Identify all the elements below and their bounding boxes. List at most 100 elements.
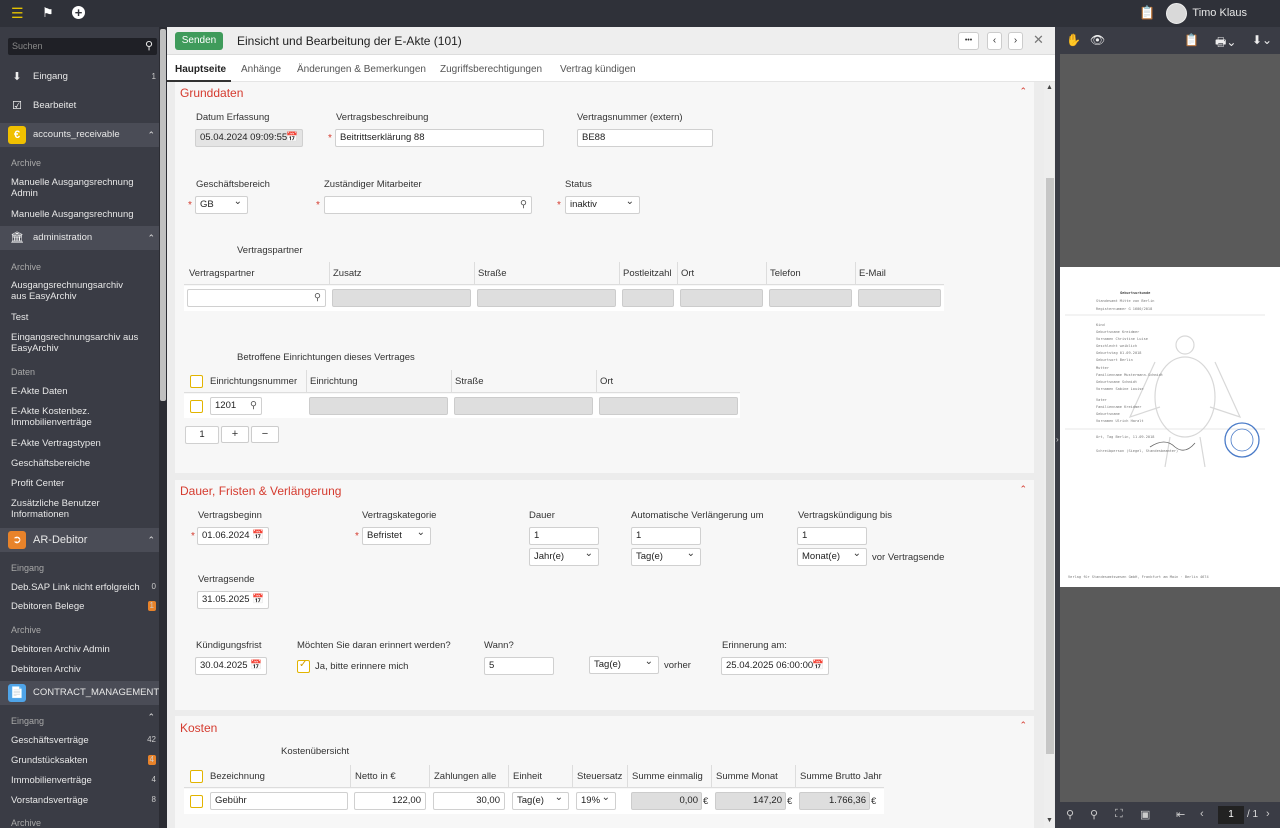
kuendigungsfrist-field[interactable]: 30.04.2025 📅 bbox=[195, 657, 267, 675]
sidebar-item[interactable]: Vorstandsverträge 8 bbox=[0, 795, 159, 806]
more-button[interactable]: ••• bbox=[958, 32, 979, 50]
sidebar-item[interactable]: Geschäftsbereiche bbox=[11, 458, 91, 469]
sidebar-scrollbar[interactable] bbox=[159, 27, 167, 828]
tab-vertrag-kuendigen[interactable]: Vertrag kündigen bbox=[560, 64, 636, 75]
sidebar-item[interactable]: Eingangsrechnungsarchiv aus EasyArchiv bbox=[11, 332, 139, 354]
sidebar-item[interactable]: Grundstücksakten 4 bbox=[0, 755, 159, 766]
calendar-icon[interactable]: 📅 bbox=[252, 594, 264, 605]
hand-icon[interactable]: ✋ bbox=[1066, 33, 1081, 47]
add-row-button[interactable]: + bbox=[221, 426, 249, 443]
sidebar-item-bearbeitet[interactable]: ☑ Bearbeitet bbox=[0, 94, 159, 118]
group-contract-management[interactable]: 📄 CONTRACT_MANAGEMENT ⌃ bbox=[0, 681, 159, 722]
chevron-up-icon[interactable]: ⌃ bbox=[147, 130, 155, 140]
sidebar-item[interactable]: E-Akte Vertragstypen bbox=[11, 438, 101, 449]
sidebar-item[interactable]: Profit Center bbox=[11, 478, 65, 489]
sidebar-item[interactable]: E-Akte Daten bbox=[11, 386, 68, 397]
sidebar-item[interactable]: Test bbox=[11, 312, 29, 323]
fit-page-icon[interactable]: ▣ bbox=[1140, 809, 1151, 821]
sidebar-item[interactable]: Geschäftsverträge 42 bbox=[0, 735, 159, 746]
erinnern-checkbox[interactable] bbox=[297, 659, 310, 673]
print-icon[interactable]: 🖶⌄ bbox=[1215, 35, 1237, 49]
clipboard-icon[interactable]: 📋 bbox=[1184, 33, 1199, 47]
wann-field[interactable]: 5 bbox=[484, 657, 554, 675]
zoom-in-icon[interactable]: ⚲ bbox=[1090, 809, 1099, 821]
scrollbar-thumb[interactable] bbox=[1046, 178, 1054, 754]
dauer-field[interactable]: 1 bbox=[529, 527, 599, 545]
search-icon[interactable]: ⚲ bbox=[520, 199, 527, 210]
dauer-unit-select[interactable]: Jahr(e) bbox=[529, 548, 599, 566]
fit-width-icon[interactable]: ⛶ bbox=[1115, 808, 1123, 820]
sidebar-item[interactable]: Zusätzliche Benutzer Informationen bbox=[11, 498, 100, 520]
group-administration[interactable]: 🏛 administration ⌃ bbox=[0, 226, 159, 250]
tab-aenderungen[interactable]: Änderungen & Bemerkungen bbox=[297, 64, 426, 75]
sidebar-item[interactable]: Manuelle Ausgangsrechnung bbox=[11, 209, 134, 220]
kuendigung-unit-select[interactable]: Monat(e) bbox=[797, 548, 867, 566]
vertragsnummer-field[interactable]: BE88 bbox=[577, 129, 713, 147]
select-all-checkbox[interactable] bbox=[190, 770, 203, 783]
first-page-icon[interactable]: ⇤ bbox=[1176, 809, 1186, 821]
group-ar-debitor[interactable]: ➲ AR-Debitor ⌃ bbox=[0, 528, 159, 552]
einrichtungsnummer-field[interactable]: 1201 ⚲ bbox=[210, 397, 262, 415]
sidebar-item[interactable]: Debitoren Archiv bbox=[11, 664, 81, 675]
scroll-down-arrow[interactable]: ▼ bbox=[1046, 817, 1053, 824]
vertragsbeschreibung-field[interactable]: Beitrittserklärung 88 bbox=[335, 129, 544, 147]
tab-zugriffsberechtigungen[interactable]: Zugriffsberechtigungen bbox=[440, 64, 543, 75]
chevron-up-icon[interactable]: ⌃ bbox=[147, 712, 155, 722]
verlaengerung-unit-select[interactable]: Tag(e) bbox=[631, 548, 701, 566]
sidebar-item[interactable]: Ausgangsrechnungsarchiv aus EasyArchiv bbox=[11, 280, 123, 302]
bookmark-icon[interactable]: ⚑ bbox=[42, 5, 54, 20]
send-button[interactable]: Senden bbox=[175, 32, 223, 50]
tab-anhaenge[interactable]: Anhänge bbox=[241, 64, 282, 75]
calendar-icon[interactable]: 📅 bbox=[250, 660, 262, 671]
sidebar-item[interactable]: E-Akte Kostenbez. Immobilienverträge bbox=[11, 406, 92, 428]
chevron-up-icon[interactable]: ⌃ bbox=[147, 535, 155, 545]
zoom-out-icon[interactable]: ⚲ bbox=[1066, 809, 1075, 821]
search-input[interactable]: Suchen ⚲ bbox=[8, 38, 157, 55]
geschaeftsbereich-select[interactable]: GB bbox=[195, 196, 248, 214]
avatar[interactable] bbox=[1166, 3, 1187, 24]
scrollbar-thumb[interactable] bbox=[160, 29, 166, 401]
kuendigung-field[interactable]: 1 bbox=[797, 527, 867, 545]
vertragskategorie-select[interactable]: Befristet bbox=[362, 527, 431, 545]
menu-icon[interactable]: ☰ bbox=[11, 5, 24, 21]
row-checkbox[interactable] bbox=[190, 400, 203, 413]
vertragsende-field[interactable]: 31.05.2025 📅 bbox=[197, 591, 269, 609]
collapse-icon[interactable]: ⌃ bbox=[1019, 86, 1027, 96]
collapse-icon[interactable]: ⌃ bbox=[1019, 484, 1027, 494]
sidebar-item[interactable]: Debitoren Belege 1 bbox=[0, 601, 159, 612]
vertragspartner-search-field[interactable]: ⚲ bbox=[187, 289, 326, 307]
remove-row-button[interactable]: − bbox=[251, 426, 279, 443]
next-button[interactable]: › bbox=[1008, 32, 1023, 50]
scroll-up-arrow[interactable]: ▲ bbox=[1046, 84, 1053, 91]
zahlungen-field[interactable]: 30,00 bbox=[433, 792, 505, 810]
erinnern-checkbox-label[interactable]: Ja, bitte erinnere mich bbox=[315, 661, 409, 672]
row-checkbox[interactable] bbox=[190, 795, 203, 808]
add-circle-icon[interactable]: + bbox=[72, 6, 85, 19]
close-button[interactable]: ✕ bbox=[1031, 32, 1046, 50]
search-icon[interactable]: ⚲ bbox=[250, 400, 257, 411]
search-icon[interactable]: ⚲ bbox=[144, 40, 153, 52]
sidebar-item[interactable]: Manuelle Ausgangsrechnung Admin bbox=[11, 177, 134, 199]
sidebar-item[interactable]: Debitoren Archiv Admin bbox=[11, 644, 110, 655]
collapse-icon[interactable]: ⌃ bbox=[1019, 720, 1027, 730]
eye-icon[interactable]: 👁 bbox=[1090, 33, 1106, 47]
download-icon[interactable]: ⬇⌄ bbox=[1252, 33, 1273, 47]
status-select[interactable]: inaktiv bbox=[565, 196, 640, 214]
page-number-field[interactable]: 1 bbox=[185, 426, 219, 444]
viewer-collapse-arrow[interactable]: › bbox=[1056, 435, 1059, 444]
tab-hauptseite[interactable]: Hauptseite bbox=[175, 64, 227, 75]
erinnerung-field[interactable]: 25.04.2025 06:00:00 📅 bbox=[721, 657, 829, 675]
steuersatz-select[interactable]: 19% bbox=[576, 792, 616, 810]
clipboard-icon[interactable]: 📋 bbox=[1139, 5, 1156, 20]
content-scrollbar[interactable]: ▲ ▼ bbox=[1044, 82, 1054, 828]
netto-field[interactable]: 122,00 bbox=[354, 792, 426, 810]
einheit-select[interactable]: Tag(e) bbox=[512, 792, 569, 810]
mitarbeiter-field[interactable]: ⚲ bbox=[324, 196, 532, 214]
group-accounts-receivable[interactable]: € accounts_receivable ⌃ bbox=[0, 123, 159, 147]
search-icon[interactable]: ⚲ bbox=[314, 292, 321, 303]
sidebar-item-eingang[interactable]: ⬇ Eingang 1 bbox=[0, 65, 159, 89]
sidebar-item[interactable]: Immobilienverträge 4 bbox=[0, 775, 159, 786]
verlaengerung-field[interactable]: 1 bbox=[631, 527, 701, 545]
bezeichnung-field[interactable]: Gebühr bbox=[210, 792, 348, 810]
wann-unit-select[interactable]: Tag(e) bbox=[589, 656, 659, 674]
